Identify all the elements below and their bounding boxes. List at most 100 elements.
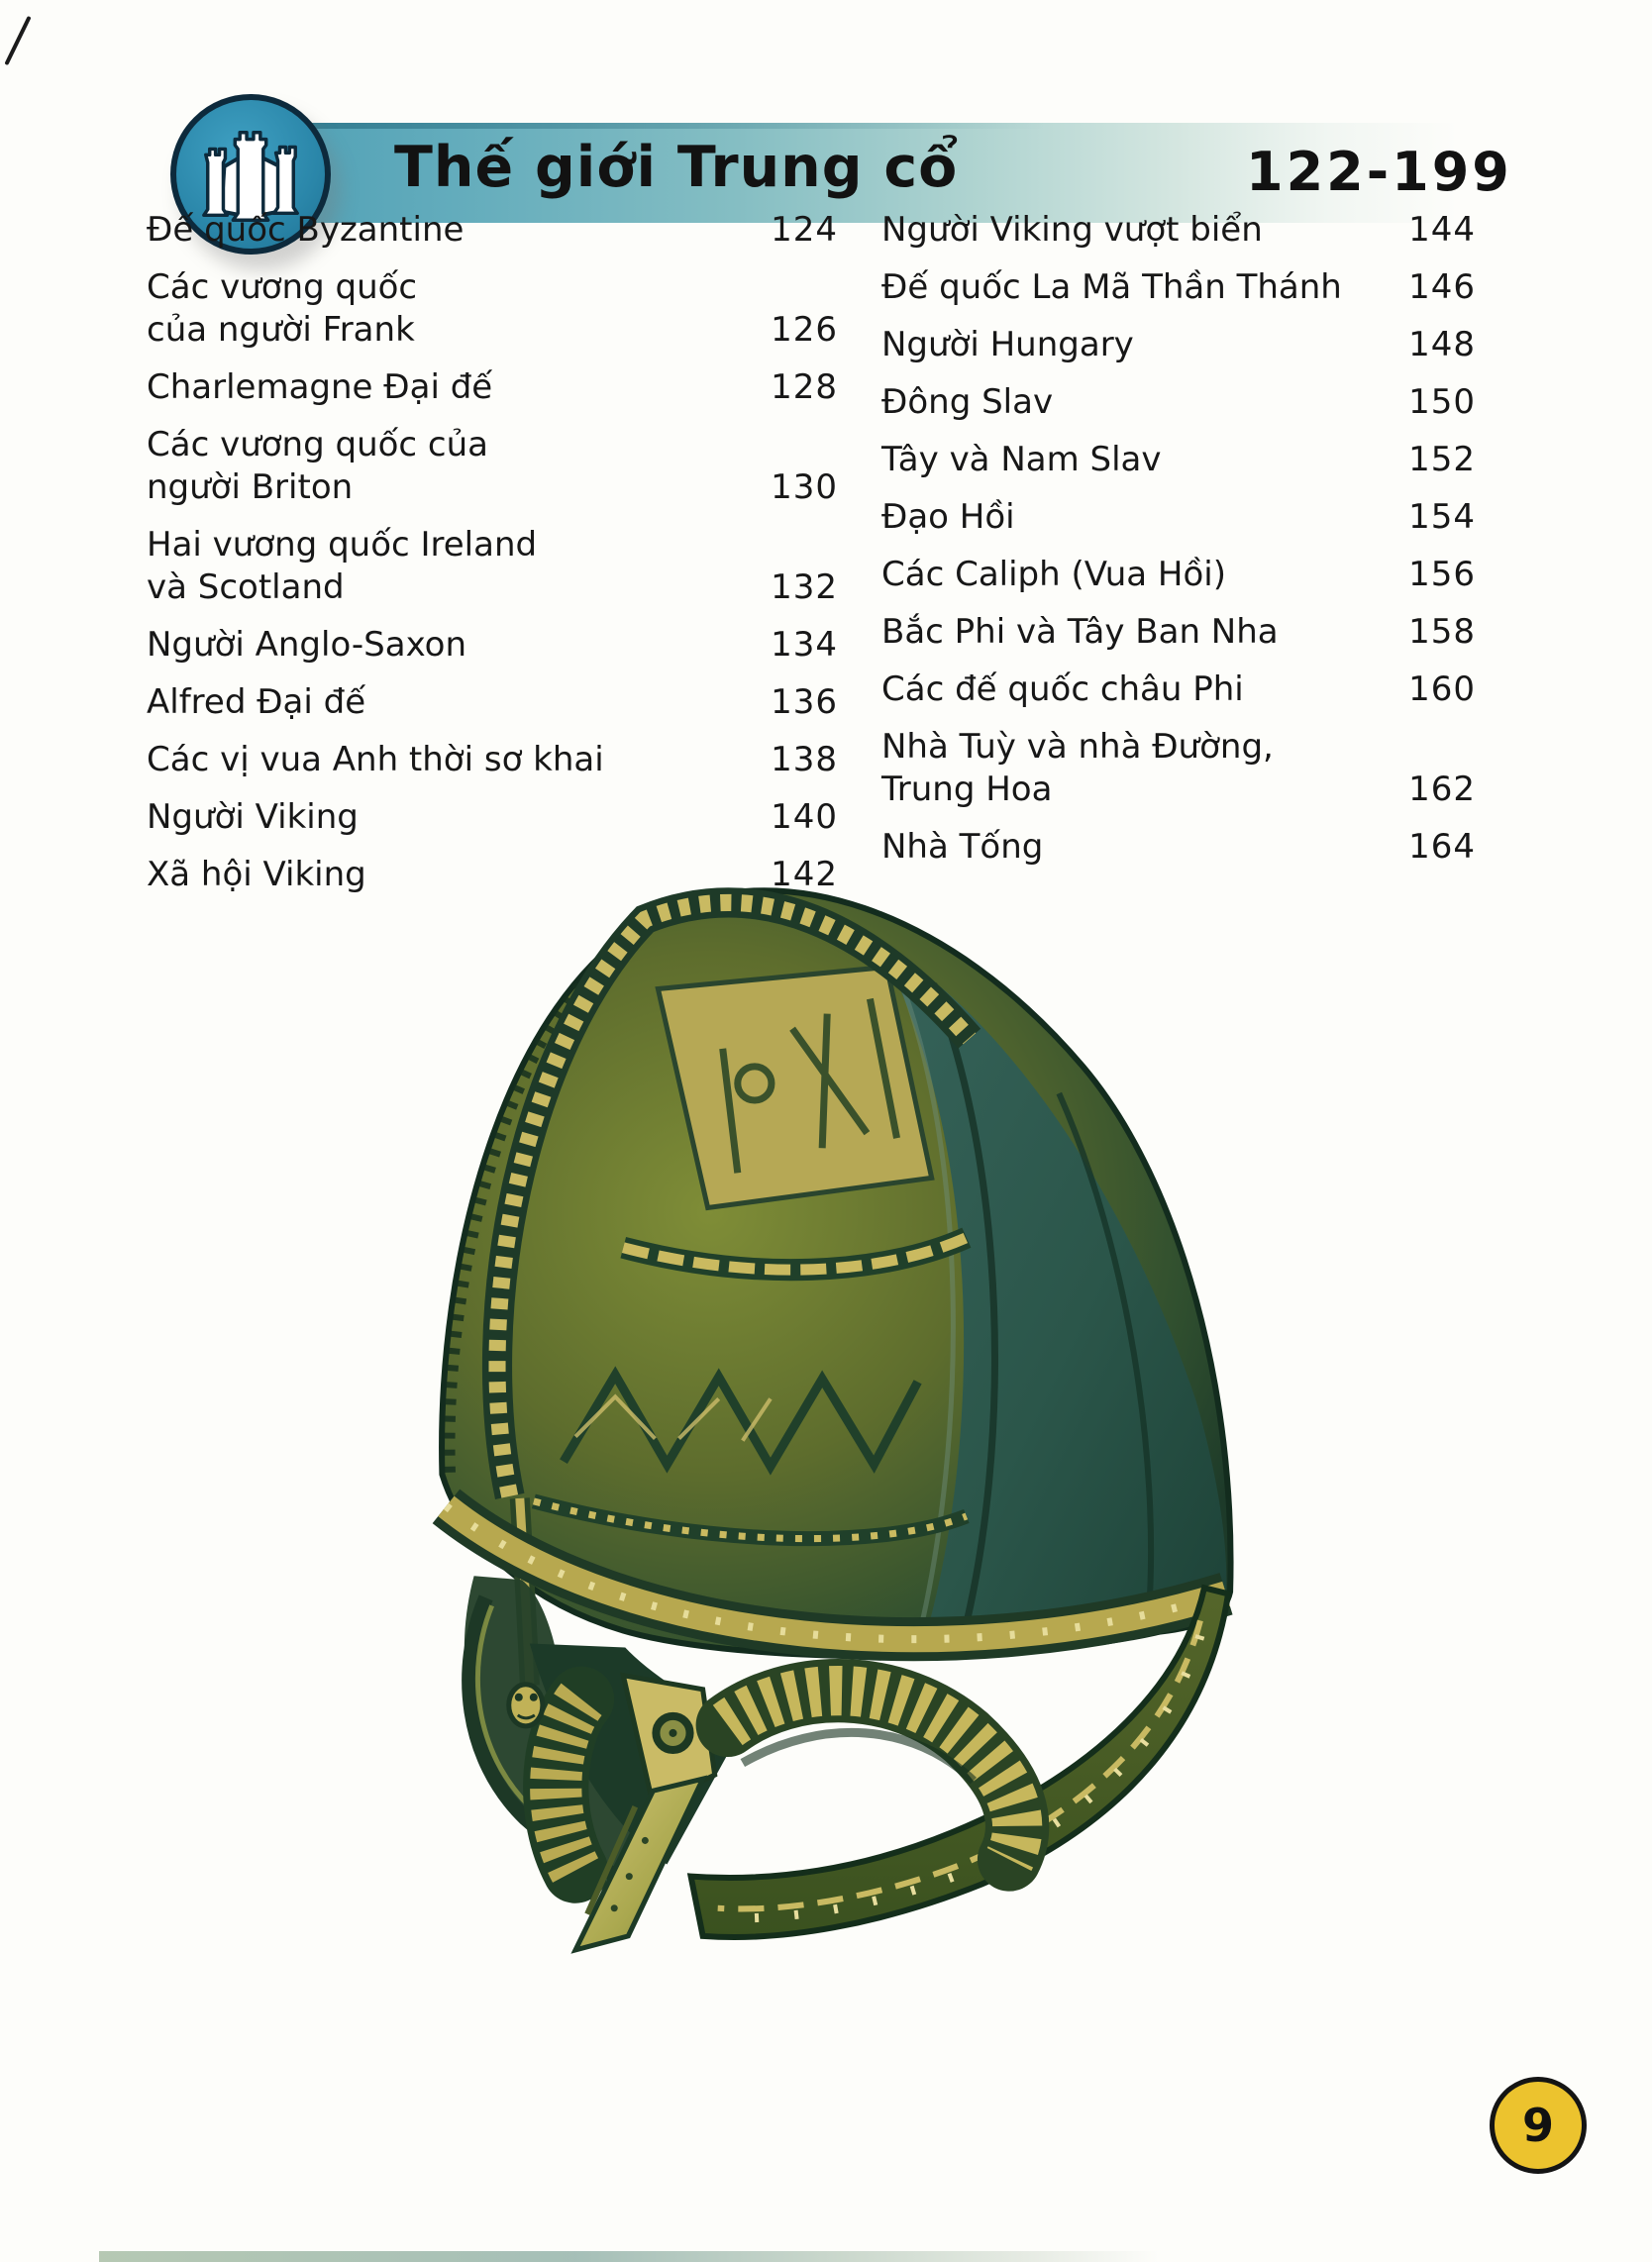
toc-entry-page-number: 128 <box>771 367 838 407</box>
toc-entry-title: Nhà Tống <box>881 826 1043 869</box>
toc-entry-page-number: 124 <box>771 210 838 250</box>
toc-entry-page-number: 142 <box>771 855 838 894</box>
toc-entry-page-number: 162 <box>1408 770 1476 809</box>
next-page-edge <box>99 2251 1159 2262</box>
toc-entry-page-number: 132 <box>771 567 838 607</box>
toc-entry-title: Người Viking <box>147 796 359 839</box>
toc-entry-page-number: 126 <box>771 310 838 350</box>
toc-entry[interactable]: Người Hungary 148 <box>881 324 1476 366</box>
toc-entry[interactable]: Đạo Hồi 154 <box>881 496 1476 539</box>
toc-entry[interactable]: Các vương quốc của người Briton 130 <box>147 424 838 509</box>
toc-entry[interactable]: Nhà Tống 164 <box>881 826 1476 869</box>
page-title: Thế giới Trung cổ <box>394 135 959 200</box>
toc-entry-page-number: 148 <box>1408 325 1476 364</box>
toc-entry-title: Xã hội Viking <box>147 854 366 896</box>
castle-towers-icon <box>170 94 331 255</box>
toc-entry-title: Charlemagne Đại đế <box>147 366 492 409</box>
toc-entry-line: Người Anglo-Saxon <box>147 625 466 665</box>
toc-column-right: Người Viking vượt biển 144 Đế quốc La Mã T… <box>881 209 1476 883</box>
toc-entry[interactable]: Các vương quốc của người Frank 126 <box>147 266 838 352</box>
toc-entry-page-number: 160 <box>1408 669 1476 709</box>
toc-entry[interactable]: Xã hội Viking 142 <box>147 854 838 896</box>
toc-entry-line: Bắc Phi và Tây Ban Nha <box>881 612 1279 652</box>
toc-entry-line: Đế quốc La Mã Thần Thánh <box>881 267 1342 307</box>
toc-entry-title: Các đế quốc châu Phi <box>881 668 1244 711</box>
toc-entry-line: Tây và Nam Slav <box>881 440 1162 479</box>
toc-entry[interactable]: Các vị vua Anh thời sơ khai 138 <box>147 739 838 781</box>
toc-entry-page-number: 130 <box>771 467 838 507</box>
toc-entry[interactable]: Các đế quốc châu Phi 160 <box>881 668 1476 711</box>
toc-entry[interactable]: Người Viking 140 <box>147 796 838 839</box>
toc-entry-title: Người Viking vượt biển <box>881 209 1263 252</box>
toc-entry-line: Xã hội Viking <box>147 855 366 894</box>
toc-entry-page-number: 146 <box>1408 267 1476 307</box>
toc-entry-page-number: 150 <box>1408 382 1476 422</box>
toc-entry-line: Các Caliph (Vua Hồi) <box>881 555 1226 594</box>
header-banner <box>250 123 1535 223</box>
toc-entry-page-number: 134 <box>771 625 838 665</box>
viking-helmet-svg <box>432 887 1234 1954</box>
toc-entry[interactable]: Bắc Phi và Tây Ban Nha 158 <box>881 611 1476 654</box>
toc-entry-line: Các vương quốc <box>147 267 418 307</box>
page-range: 122-199 <box>1246 141 1512 203</box>
toc-entry-line: người Briton <box>147 467 354 507</box>
banner-top-edge <box>250 123 1047 129</box>
toc-entry-title: Các vị vua Anh thời sơ khai <box>147 739 604 781</box>
toc-entry[interactable]: Người Anglo-Saxon 134 <box>147 624 838 667</box>
toc-entry-title: Đế quốc Byzantine <box>147 209 464 252</box>
toc-entry-line: Nhà Tuỳ và nhà Đường, <box>881 727 1274 767</box>
toc-entry[interactable]: Đế quốc Byzantine 124 <box>147 209 838 252</box>
toc-entry-line: Đế quốc Byzantine <box>147 210 465 250</box>
toc-entry-page-number: 140 <box>771 797 838 837</box>
toc-entry-page-number: 138 <box>771 740 838 779</box>
toc-entry[interactable]: Tây và Nam Slav 152 <box>881 439 1476 481</box>
toc-entry-title: Đông Slav <box>881 381 1053 424</box>
toc-entry-page-number: 164 <box>1408 827 1476 867</box>
toc-entry-title: Bắc Phi và Tây Ban Nha <box>881 611 1279 654</box>
toc-entry-line: Người Viking <box>147 797 359 837</box>
toc-entry[interactable]: Nhà Tuỳ và nhà Đường, Trung Hoa 162 <box>881 726 1476 811</box>
toc-entry-line: Đạo Hồi <box>881 497 1015 537</box>
toc-entry-line: Trung Hoa <box>881 770 1053 809</box>
toc-entry[interactable]: Alfred Đại đế 136 <box>147 681 838 724</box>
toc-entry[interactable]: Đế quốc La Mã Thần Thánh 146 <box>881 266 1476 309</box>
toc-entry[interactable]: Đông Slav 150 <box>881 381 1476 424</box>
toc-entry-line: Nhà Tống <box>881 827 1044 867</box>
toc-entry-title: Đạo Hồi <box>881 496 1015 539</box>
toc-entry-page-number: 136 <box>771 682 838 722</box>
toc-entry-title: Các Caliph (Vua Hồi) <box>881 554 1226 596</box>
toc-entry-title: Các vương quốc của người Frank <box>147 266 417 352</box>
toc-entry-line: Hai vương quốc Ireland <box>147 525 538 565</box>
toc-entry[interactable]: Hai vương quốc Ireland và Scotland 132 <box>147 524 838 609</box>
page-number: 9 <box>1521 2099 1554 2152</box>
toc-entry-line: Người Viking vượt biển <box>881 210 1263 250</box>
toc-entry-title: Người Anglo-Saxon <box>147 624 466 667</box>
toc-entry-line: của người Frank <box>147 310 415 350</box>
page-number-badge: 9 <box>1490 2077 1587 2174</box>
toc-entry[interactable]: Người Viking vượt biển 144 <box>881 209 1476 252</box>
toc-entry-title: Tây và Nam Slav <box>881 439 1162 481</box>
toc-entry-title: Người Hungary <box>881 324 1134 366</box>
frog-ornament <box>506 1682 546 1729</box>
toc-entry-title: Alfred Đại đế <box>147 681 365 724</box>
toc-entry-page-number: 154 <box>1408 497 1476 537</box>
toc-entry[interactable]: Charlemagne Đại đế 128 <box>147 366 838 409</box>
toc-entry-page-number: 156 <box>1408 555 1476 594</box>
toc-entry-page-number: 158 <box>1408 612 1476 652</box>
toc-entry-title: Các vương quốc của người Briton <box>147 424 488 509</box>
toc-entry[interactable]: Các Caliph (Vua Hồi) 156 <box>881 554 1476 596</box>
toc-entry-title: Hai vương quốc Ireland và Scotland <box>147 524 537 609</box>
toc-entry-line: Các đế quốc châu Phi <box>881 669 1244 709</box>
toc-entry-page-number: 152 <box>1408 440 1476 479</box>
toc-entry-title: Đế quốc La Mã Thần Thánh <box>881 266 1342 309</box>
toc-entry-page-number: 144 <box>1408 210 1476 250</box>
toc-entry-title: Nhà Tuỳ và nhà Đường, Trung Hoa <box>881 726 1274 811</box>
toc-column-left: Đế quốc Byzantine 124 Các vương quốc của ng… <box>147 209 838 911</box>
toc-entry-line: Đông Slav <box>881 382 1054 422</box>
toc-entry-line: Các vị vua Anh thời sơ khai <box>147 740 604 779</box>
toc-entry-line: và Scotland <box>147 567 345 607</box>
castle-towers-icon-glyph <box>202 130 299 222</box>
viking-helmet-illustration <box>322 879 1243 1964</box>
toc-entry-line: Alfred Đại đế <box>147 682 366 722</box>
toc-entry-line: Các vương quốc của <box>147 425 488 464</box>
